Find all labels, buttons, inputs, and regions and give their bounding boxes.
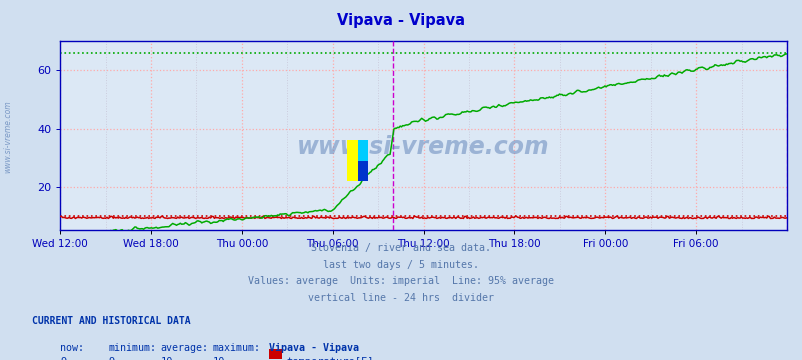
Text: maximum:: maximum: — [213, 343, 261, 353]
Text: last two days / 5 minutes.: last two days / 5 minutes. — [323, 260, 479, 270]
Text: 10: 10 — [213, 357, 225, 360]
Bar — [346, 140, 358, 181]
Text: www.si-vreme.com: www.si-vreme.com — [297, 135, 549, 159]
Text: 9: 9 — [108, 357, 115, 360]
Text: minimum:: minimum: — [108, 343, 156, 353]
Text: now:: now: — [60, 343, 84, 353]
Text: www.si-vreme.com: www.si-vreme.com — [3, 100, 13, 173]
Text: average:: average: — [160, 343, 209, 353]
Text: 9: 9 — [60, 357, 67, 360]
Text: Values: average  Units: imperial  Line: 95% average: Values: average Units: imperial Line: 95… — [248, 276, 554, 286]
Text: Vipava - Vipava: Vipava - Vipava — [337, 13, 465, 28]
Bar — [358, 161, 367, 181]
Text: temperature[F]: temperature[F] — [286, 357, 374, 360]
Text: Vipava - Vipava: Vipava - Vipava — [269, 343, 358, 353]
Bar — [358, 140, 367, 161]
Text: CURRENT AND HISTORICAL DATA: CURRENT AND HISTORICAL DATA — [32, 316, 191, 326]
Text: vertical line - 24 hrs  divider: vertical line - 24 hrs divider — [308, 293, 494, 303]
Text: 10: 10 — [160, 357, 173, 360]
Text: Slovenia / river and sea data.: Slovenia / river and sea data. — [311, 243, 491, 253]
